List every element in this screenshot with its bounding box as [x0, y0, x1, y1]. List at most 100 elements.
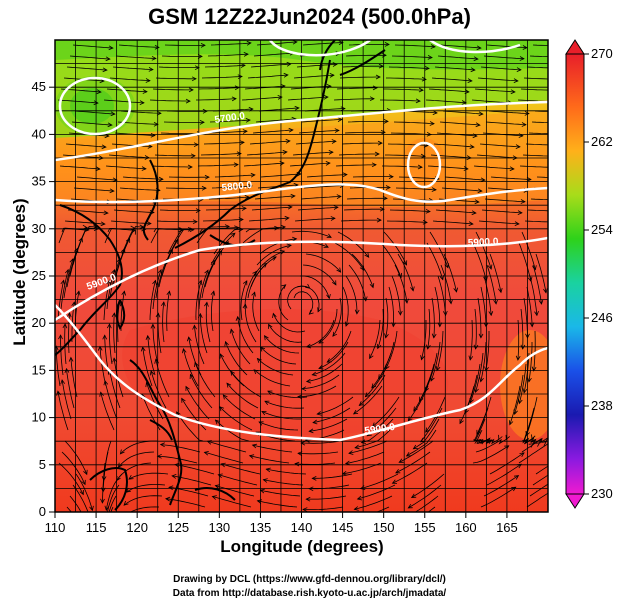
streamline: [476, 154, 517, 159]
streamline-arrow: [155, 312, 161, 318]
streamline-arrow: [305, 378, 312, 384]
streamline: [318, 341, 349, 369]
streamline: [209, 119, 251, 123]
streamline-arrow: [262, 262, 268, 268]
streamline: [477, 297, 482, 338]
streamline: [385, 330, 398, 370]
streamline-arrow: [556, 165, 560, 169]
streamline-arrow: [473, 344, 479, 350]
streamline-arrow: [190, 153, 196, 159]
streamline: [128, 472, 169, 480]
streamline: [293, 291, 314, 315]
streamline: [204, 64, 246, 68]
streamline-arrow: [279, 250, 286, 255]
streamline: [336, 87, 377, 90]
streamline: [526, 396, 538, 436]
streamline: [385, 297, 389, 338]
streamline: [439, 121, 480, 126]
streamline-arrow: [123, 500, 129, 506]
streamline: [120, 110, 161, 114]
streamline: [157, 455, 198, 464]
streamline-arrow: [325, 161, 331, 166]
streamline-arrow: [242, 280, 248, 286]
streamline-arrow: [323, 243, 329, 248]
streamline: [474, 88, 515, 93]
streamline: [206, 130, 248, 134]
streamline-arrow: [158, 176, 164, 182]
streamline-arrow: [152, 279, 157, 285]
streamline-arrow: [369, 283, 375, 289]
streamline: [485, 121, 526, 126]
streamline: [59, 165, 100, 170]
streamline: [57, 391, 69, 431]
streamline: [383, 231, 407, 266]
streamline: [76, 176, 117, 181]
streamline: [123, 495, 163, 506]
streamline-arrow: [429, 121, 435, 126]
streamline: [485, 331, 490, 371]
streamline: [430, 341, 441, 382]
contour-label-5700: 5700.0: [214, 111, 246, 126]
streamline-arrow: [538, 299, 544, 305]
streamline: [355, 429, 391, 449]
colorbar-tick-label: 254: [591, 222, 613, 237]
streamline-arrow: [64, 268, 70, 275]
streamline-arrow: [431, 333, 437, 339]
streamline: [380, 242, 402, 278]
streamline: [240, 280, 248, 321]
streamline-arrow: [391, 479, 398, 484]
streamline: [204, 250, 223, 288]
streamline: [109, 369, 121, 409]
streamline-arrow: [488, 311, 494, 317]
map-title: GSM 12Z22Jun2024 (500.0hPa): [148, 4, 471, 29]
streamline: [57, 280, 65, 321]
streamline: [523, 77, 548, 80]
streamline: [251, 206, 292, 211]
streamline-arrow: [58, 334, 63, 340]
streamline-arrow: [111, 268, 116, 275]
streamline: [444, 176, 485, 181]
streamline: [434, 286, 441, 327]
streamline-arrow: [498, 434, 503, 441]
streamline: [441, 187, 482, 192]
korea-coast: [142, 159, 159, 241]
streamline-arrow: [95, 166, 101, 172]
streamline-arrow: [121, 290, 126, 296]
streamline: [312, 352, 346, 376]
x-tick-label: 155: [414, 520, 436, 535]
sakhalin-coast: [319, 40, 336, 71]
streamline-arrow: [432, 110, 438, 115]
streamline: [302, 374, 340, 390]
streamline-arrow: [142, 89, 148, 94]
streamline-arrow: [119, 449, 125, 455]
streamline-arrow: [516, 67, 522, 72]
streamline: [529, 55, 548, 58]
streamline: [63, 258, 74, 299]
streamline-arrow: [333, 205, 339, 210]
streamline: [164, 229, 184, 266]
streamline-arrow: [262, 478, 268, 483]
streamline: [252, 292, 260, 332]
streamline: [524, 220, 548, 223]
streamline: [372, 396, 400, 428]
indonesia-coast: [194, 487, 236, 501]
streamline-arrow: [220, 462, 226, 468]
streamline-arrow: [467, 78, 473, 83]
streamline: [204, 451, 244, 464]
streamline-arrow: [230, 232, 236, 238]
streamline-arrow: [468, 221, 474, 226]
streamline-arrow: [402, 525, 406, 529]
streamline-arrow: [332, 331, 338, 337]
credit-data: Data from http://database.rish.kyoto-u.a…: [172, 588, 447, 599]
streamline: [190, 374, 213, 409]
streamline-arrow: [459, 418, 464, 425]
streamline-arrow: [331, 280, 337, 286]
contour-5900-north: [55, 236, 548, 322]
streamline-arrow: [224, 340, 229, 347]
streamline: [212, 496, 252, 508]
streamline-arrow: [520, 199, 526, 204]
streamline-arrow: [267, 390, 273, 395]
streamline-arrow: [522, 45, 528, 50]
philippines-coast: [129, 359, 183, 506]
streamline-arrow: [264, 400, 270, 406]
